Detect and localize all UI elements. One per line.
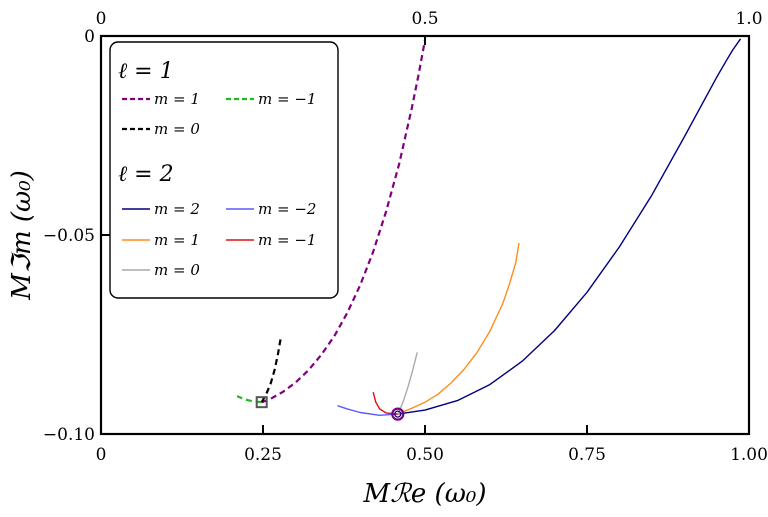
y-tick-label: −0.05 <box>43 226 95 246</box>
legend-label-l2-m1: m = 1 <box>154 231 200 249</box>
series-l2-m2 <box>397 38 742 415</box>
legend-label-l1-m-1: m = −1 <box>258 90 316 108</box>
series-layer <box>236 38 742 416</box>
legend-box <box>109 41 339 299</box>
tick-layer <box>100 35 750 435</box>
x-tick-label-top: 0.5 <box>411 9 438 29</box>
y-tick-label: 0 <box>84 27 95 47</box>
legend-group-title-l2: ℓ = 2 <box>118 162 174 187</box>
marker-l1-degenerate-point <box>255 396 268 409</box>
legend-label-l2-m-2: m = −2 <box>258 200 316 218</box>
series-l2-m0 <box>397 352 418 415</box>
series-l2-m1 <box>397 242 520 415</box>
x-tick-label-bottom: 0 <box>96 445 107 465</box>
series-l2-m-1 <box>372 392 398 415</box>
marker-inner-l2-degenerate-point <box>394 410 402 418</box>
y-axis-title: Mℑm (ω₀) <box>7 170 37 301</box>
legend-label-l1-m0: m = 0 <box>154 120 200 138</box>
tick-label-layer: 0 0.25 0.50 0.75 1.000 0.5 1.00−0.05−0.10 <box>43 9 768 465</box>
series-l1-m0 <box>260 339 282 403</box>
legend: ℓ = 1 m = 1 m = −1 m = 0 ℓ = 2 m = 2 m =… <box>109 41 339 299</box>
x-tick-label-bottom: 1.00 <box>730 445 768 465</box>
series-l2-m-2 <box>337 405 398 416</box>
legend-group-title-l1: ℓ = 1 <box>118 59 174 84</box>
marker-l2-degenerate-point <box>391 407 405 421</box>
x-axis-title: Mℛe (ω₀) <box>363 479 487 509</box>
series-l1-m1 <box>261 39 427 404</box>
x-tick-label-top: 1.0 <box>735 9 762 29</box>
x-tick-label-top: 0 <box>96 9 107 29</box>
y-tick-label: −0.10 <box>43 425 95 445</box>
x-tick-label-bottom: 0.75 <box>568 445 606 465</box>
legend-label-l2-m-1: m = −1 <box>258 231 316 249</box>
x-tick-label-bottom: 0.50 <box>406 445 444 465</box>
legend-label-l2-m0: m = 0 <box>154 261 200 279</box>
legend-label-l2-m2: m = 2 <box>154 200 200 218</box>
marker-layer <box>255 396 405 421</box>
x-tick-label-bottom: 0.25 <box>244 445 282 465</box>
legend-label-l1-m1: m = 1 <box>154 90 200 108</box>
